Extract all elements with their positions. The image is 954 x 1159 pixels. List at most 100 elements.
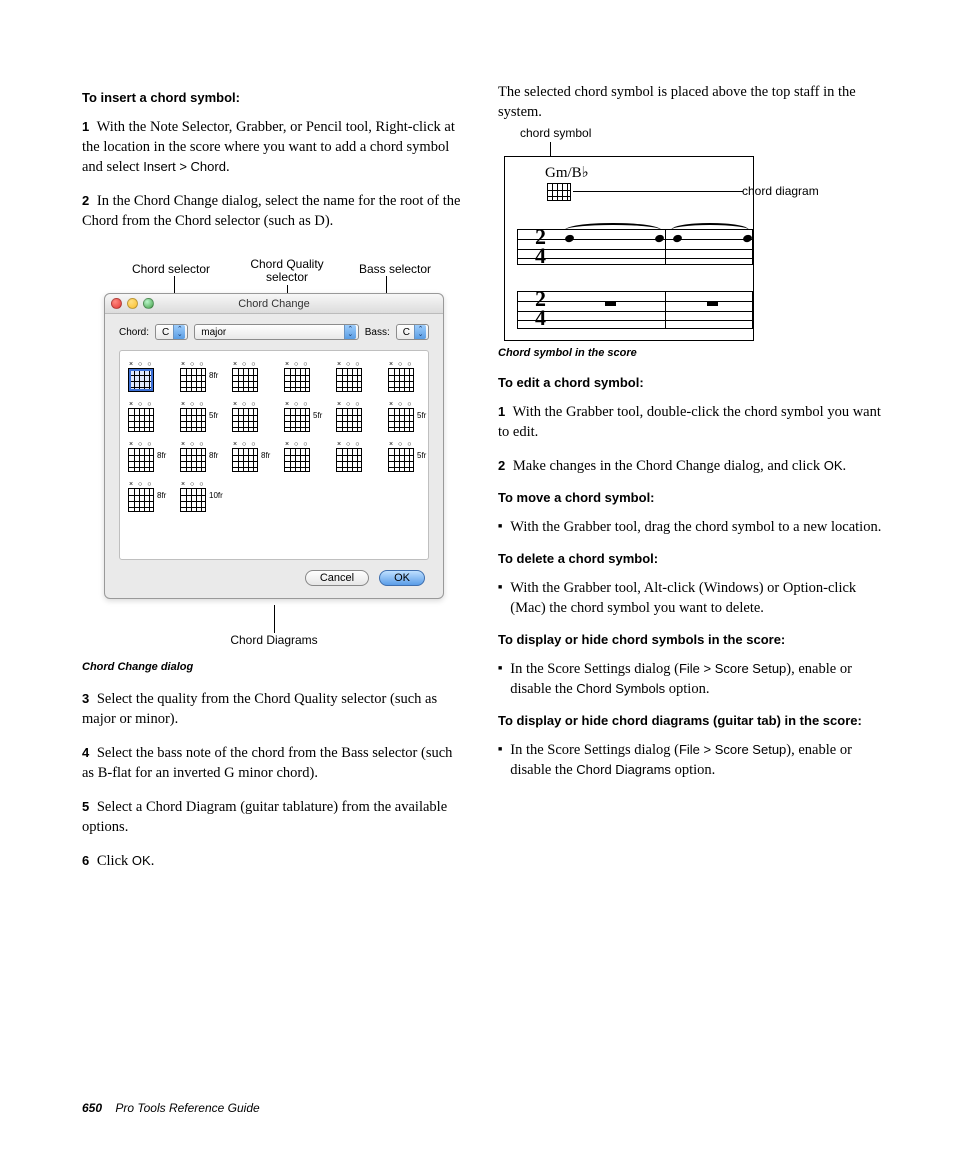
chord-diagram-option[interactable]: × ○ ○ [336,401,380,435]
edit-step-2: 2 Make changes in the Chord Change dialo… [498,456,882,476]
caption-dialog: Chord Change dialog [82,661,466,673]
selector-row: Chord: C major Bass: C [119,324,429,340]
chord-diagram-option[interactable]: × ○ ○10fr [180,481,224,515]
chord-diagram-option[interactable]: × ○ ○ [128,361,172,395]
bass-label: Bass: [365,327,390,338]
ok-button[interactable]: OK [379,570,425,586]
step-num: 1 [82,119,89,134]
label-chord-diagrams: Chord Diagrams [230,633,317,647]
showhide-symbols-bullet: In the Score Settings dialog (File > Sco… [498,659,882,699]
chord-selector[interactable]: C [155,324,188,340]
chord-change-dialog: Chord Change Chord: C major Bass: C × ○ … [104,293,444,599]
step-2: 2 In the Chord Change dialog, select the… [82,191,466,231]
showhide-diagrams-bullet: In the Score Settings dialog (File > Sco… [498,740,882,780]
staff-upper: 24 [517,229,753,265]
chevron-updown-icon [344,325,356,339]
heading-move: To move a chord symbol: [498,490,882,505]
footer-title: Pro Tools Reference Guide [115,1101,259,1115]
bullet-text: In the Score Settings dialog (File > Sco… [510,659,882,699]
heading-edit: To edit a chord symbol: [498,375,882,390]
chord-diagram-option[interactable]: × ○ ○ [388,361,432,395]
cancel-button[interactable]: Cancel [305,570,369,586]
bullet-text: With the Grabber tool, Alt-click (Window… [510,578,882,618]
page-number: 650 [82,1101,102,1115]
dialog-title: Chord Change [238,298,310,310]
chord-diagram-option[interactable]: × ○ ○8fr [180,441,224,475]
caption-score: Chord symbol in the score [498,347,882,359]
figure-top-labels: Chord selector Chord Quality selector Ba… [82,245,466,293]
chord-diagram-option[interactable]: × ○ ○8fr [180,361,224,395]
label-bass-selector: Bass selector [359,262,431,276]
step-text: Click [97,853,132,869]
page-footer: 650 Pro Tools Reference Guide [82,1101,260,1115]
chord-diagram-option[interactable]: × ○ ○ [232,401,276,435]
chord-diagram-option[interactable]: × ○ ○8fr [232,441,276,475]
page-columns: To insert a chord symbol: 1 With the Not… [82,82,882,885]
step-text: Make changes in the Chord Change dialog,… [513,458,824,474]
heading-insert: To insert a chord symbol: [82,90,466,105]
step-text: Select a Chord Diagram (guitar tablature… [82,799,447,835]
label-chord-selector: Chord selector [132,262,210,276]
step-1: 1 With the Note Selector, Grabber, or Pe… [82,117,466,177]
step-num: 3 [82,691,89,706]
chord-diagram-option[interactable]: × ○ ○ [284,441,328,475]
step-num: 1 [498,404,505,419]
step-4: 4 Select the bass note of the chord from… [82,743,466,783]
chord-symbol-text: Gm/B♭ [545,163,589,182]
edit-step-1: 1 With the Grabber tool, double-click th… [498,402,882,442]
score-figure: chord symbol Gm/B♭ 24 [498,156,882,341]
chord-diagram-option[interactable]: × ○ ○5fr [388,401,432,435]
step-num: 6 [82,853,89,868]
ok-text: OK [132,853,151,868]
chevron-updown-icon [173,325,185,339]
callout-chord-diagram [573,191,743,192]
close-icon[interactable] [111,298,122,309]
heading-delete: To delete a chord symbol: [498,551,882,566]
zoom-icon[interactable] [143,298,154,309]
step-text: In the Chord Change dialog, select the n… [82,193,460,229]
chord-diagram-option[interactable]: × ○ ○ [232,361,276,395]
step-3: 3 Select the quality from the Chord Qual… [82,689,466,729]
left-column: To insert a chord symbol: 1 With the Not… [82,82,466,885]
heading-showhide-symbols: To display or hide chord symbols in the … [498,632,882,647]
step-text: Select the quality from the Chord Qualit… [82,691,437,727]
chord-diagram-option[interactable]: × ○ ○ [284,361,328,395]
move-bullet: With the Grabber tool, drag the chord sy… [498,517,882,537]
chord-diagram-option[interactable]: × ○ ○ [336,361,380,395]
menu-path: Insert > Chord [143,159,226,174]
figure-bottom-label: Chord Diagrams [82,605,466,655]
chord-diagram-option[interactable]: × ○ ○5fr [388,441,432,475]
right-column: The selected chord symbol is placed abov… [498,82,882,885]
step-num: 2 [82,193,89,208]
chord-diagram-option[interactable]: × ○ ○ [336,441,380,475]
callout-chord-diagram-label: chord diagram [742,184,819,198]
quality-selector[interactable]: major [194,324,359,340]
minimize-icon[interactable] [127,298,138,309]
score-box: Gm/B♭ 24 [504,156,754,341]
chord-diagram-option[interactable]: × ○ ○5fr [180,401,224,435]
chord-diagram-grid: × ○ ○× ○ ○8fr× ○ ○× ○ ○× ○ ○× ○ ○× ○ ○× … [119,350,429,560]
callout-chord-symbol: chord symbol [520,126,591,160]
chord-diagram-option[interactable]: × ○ ○ [128,401,172,435]
heading-showhide-diagrams: To display or hide chord diagrams (guita… [498,713,882,728]
chord-change-dialog-figure: Chord Change Chord: C major Bass: C × ○ … [82,293,466,599]
chord-label: Chord: [119,327,149,338]
chord-diagram-option[interactable]: × ○ ○8fr [128,481,172,515]
step-6: 6 Click OK. [82,851,466,871]
step-text: Select the bass note of the chord from t… [82,745,452,781]
traffic-lights [111,298,154,309]
dialog-titlebar: Chord Change [105,294,443,314]
step-num: 2 [498,458,505,473]
step-num: 5 [82,799,89,814]
step-text: With the Note Selector, Grabber, or Penc… [82,119,455,175]
step-5: 5 Select a Chord Diagram (guitar tablatu… [82,797,466,837]
chord-diagram-option[interactable]: × ○ ○5fr [284,401,328,435]
chord-diagram-option[interactable]: × ○ ○8fr [128,441,172,475]
chord-diagram-mini [547,183,571,201]
step-text: With the Grabber tool, double-click the … [498,404,881,440]
step-num: 4 [82,745,89,760]
chevron-updown-icon [414,325,426,339]
delete-bullet: With the Grabber tool, Alt-click (Window… [498,578,882,618]
staff-lower: 24 [517,291,753,329]
bass-selector[interactable]: C [396,324,429,340]
